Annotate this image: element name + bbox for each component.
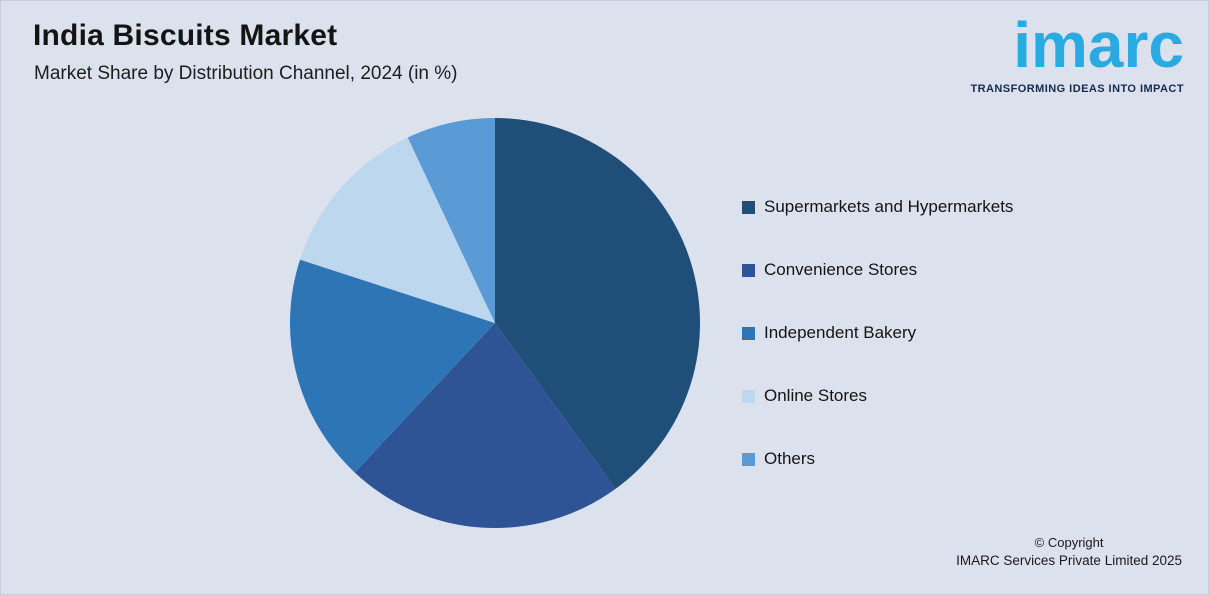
legend-item-online-stores: Online Stores <box>742 386 1013 406</box>
legend-label: Supermarkets and Hypermarkets <box>764 197 1014 216</box>
pie-chart <box>290 118 700 528</box>
legend-item-convenience-stores: Convenience Stores <box>742 260 1013 280</box>
imarc-logo-text: imarc <box>1013 9 1184 81</box>
chart-legend: Supermarkets and Hypermarkets Convenience… <box>742 197 1013 512</box>
legend-swatch-icon <box>742 452 755 466</box>
legend-label: Independent Bakery <box>764 323 917 342</box>
legend-item-independent-bakery: Independent Bakery <box>742 323 1013 343</box>
legend-label: Others <box>764 449 816 468</box>
copyright-block: © Copyright IMARC Services Private Limit… <box>956 535 1182 568</box>
legend-item-others: Others <box>742 449 1013 469</box>
legend-label: Online Stores <box>764 386 867 405</box>
imarc-logo: imarc TRANSFORMING IDEAS INTO IMPACT <box>944 9 1184 95</box>
pie-slice-independent-bakery <box>290 259 495 473</box>
pie-slice-convenience-stores <box>354 323 616 528</box>
legend-item-supermarkets-and-hypermarkets: Supermarkets and Hypermarkets <box>742 197 1013 217</box>
pie-slice-online-stores <box>300 137 495 323</box>
legend-swatch-icon <box>742 200 755 214</box>
pie-slice-supermarkets-and-hypermarkets <box>495 118 700 489</box>
copyright-line2: IMARC Services Private Limited 2025 <box>956 553 1182 568</box>
legend-label: Convenience Stores <box>764 260 918 279</box>
page-title: India Biscuits Market <box>33 19 338 52</box>
legend-swatch-icon <box>742 326 755 340</box>
imarc-logo-tagline: TRANSFORMING IDEAS INTO IMPACT <box>970 83 1184 95</box>
copyright-line1: © Copyright <box>1034 535 1104 550</box>
legend-swatch-icon <box>742 389 755 403</box>
legend-swatch-icon <box>742 263 755 277</box>
pie-slice-others <box>407 118 495 323</box>
chart-subtitle: Market Share by Distribution Channel, 20… <box>34 63 458 84</box>
